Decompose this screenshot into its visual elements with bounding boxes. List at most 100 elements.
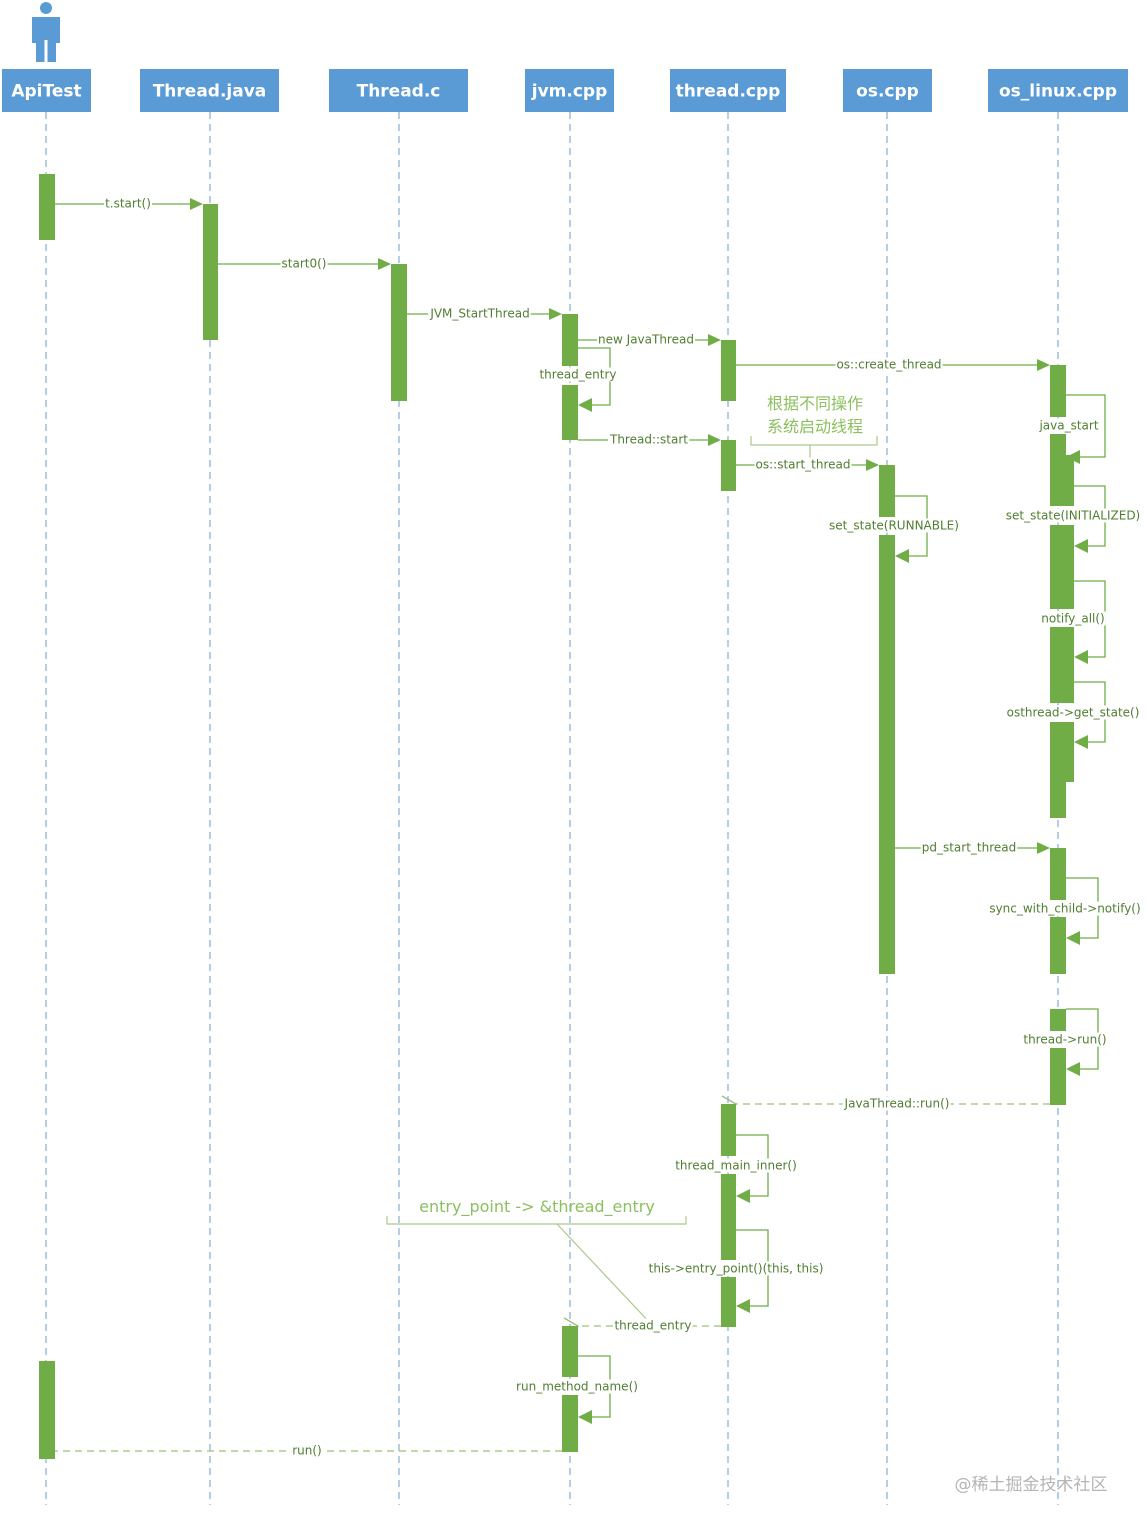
note-text: 根据不同操作 (767, 394, 863, 413)
label-background (674, 1158, 798, 1173)
label-background (754, 457, 852, 472)
message-label: thread_entry (614, 1319, 691, 1333)
activation-bar (39, 1361, 55, 1459)
arrow-head-icon (549, 308, 562, 320)
activation-bar (879, 465, 895, 517)
note-bracket (386, 1216, 687, 1225)
participant-label: thread.cpp (676, 82, 781, 102)
self-call-label: this->entry_point()(this, this) (649, 1262, 824, 1276)
arrow-head-icon (1074, 735, 1088, 749)
participant-box (670, 69, 786, 112)
arrow-head-icon (578, 398, 592, 412)
message-label: os::create_thread (836, 358, 941, 372)
label-background (1005, 705, 1141, 720)
label-background (1022, 1032, 1108, 1047)
label-background (597, 332, 695, 347)
participant-label: jvm.cpp (531, 82, 608, 102)
message-label: Thread::start (609, 433, 688, 447)
arrow-head-icon (1037, 842, 1050, 854)
participant-thread_c: Thread.c (329, 69, 468, 112)
activation-bar (562, 1326, 578, 1377)
participant-label: os.cpp (856, 82, 919, 102)
arrow-head-icon (578, 1410, 592, 1424)
activation-bar (721, 1277, 736, 1327)
activation-bar (391, 264, 407, 401)
participant-box (2, 69, 91, 112)
messages (40, 198, 1050, 1460)
activation-bar (1050, 365, 1066, 417)
activation-bar (203, 204, 218, 340)
participant-label: Thread.c (357, 82, 441, 102)
lifelines (45, 112, 1059, 1505)
message-label: run() (292, 1444, 322, 1458)
participant-label: Thread.java (153, 82, 267, 102)
activation-bar (1050, 848, 1066, 900)
note-text: 系统启动线程 (767, 417, 863, 436)
note-connector (556, 1223, 653, 1326)
label-background (104, 196, 152, 211)
self-call-label: thread_main_inner() (675, 1159, 797, 1173)
activation-bar (1050, 917, 1066, 974)
self-call-label: osthread->get_state() (1007, 706, 1140, 720)
label-background (647, 1261, 825, 1276)
actor-person-icon (32, 2, 60, 62)
self-call-label: set_state(RUNNABLE) (829, 519, 959, 533)
participant-box (329, 69, 468, 112)
activation-bar (1050, 627, 1074, 703)
label-background (515, 1379, 639, 1394)
message-label: JVM_StartThread (429, 307, 529, 321)
activation-bar (1050, 525, 1074, 609)
arrow-head-icon (708, 334, 721, 346)
note-text: entry_point -> &thread_entry (419, 1197, 655, 1217)
self-call-label: thread_entry (539, 368, 616, 382)
arrow-head-icon (1066, 931, 1080, 945)
activation-bar (721, 1104, 736, 1156)
arrow-head-icon (736, 1299, 750, 1313)
participant-label: ApiTest (11, 82, 81, 102)
message-label: os::start_thread (756, 458, 851, 472)
message-label: t.start() (105, 197, 151, 211)
participant-os_cpp: os.cpp (843, 69, 932, 112)
participant-os_linux_cpp: os_linux.cpp (988, 69, 1128, 112)
activation-bar (1050, 782, 1066, 818)
activation-bar (721, 440, 736, 491)
participant-box (988, 69, 1128, 112)
label-background (613, 1318, 693, 1333)
activation-bar (562, 1395, 578, 1452)
label-background (1004, 508, 1142, 523)
arrow-head-icon (708, 434, 721, 446)
label-background (1037, 418, 1100, 433)
message-label: JavaThread::run() (844, 1097, 950, 1111)
message-label: start0() (282, 257, 327, 271)
label-background (280, 256, 328, 271)
participant-jvm_cpp: jvm.cpp (525, 69, 614, 112)
self-call-label: notify_all() (1041, 612, 1105, 626)
activation-bar (562, 314, 578, 366)
label-background (291, 1443, 323, 1458)
note-entry-point-note: entry_point -> &thread_entry (386, 1197, 687, 1326)
self-call-label: run_method_name() (516, 1380, 638, 1394)
label-background (920, 840, 1018, 855)
arrow-head-icon (378, 258, 391, 270)
arrow-head-icon (1074, 539, 1088, 553)
self-call-label: set_state(INITIALIZED) (1006, 509, 1141, 523)
participant-thread_java: Thread.java (140, 69, 279, 112)
activation-bar (1050, 1009, 1066, 1031)
arrow-head-icon (895, 549, 909, 563)
participant-box (525, 69, 614, 112)
label-background (608, 432, 690, 447)
label-background (1040, 611, 1106, 626)
label-background (842, 1096, 951, 1111)
arrow-head-icon (1066, 1062, 1080, 1076)
activations (39, 174, 1074, 1459)
activation-bar (562, 385, 578, 440)
activation-bar (1050, 722, 1074, 782)
label-background (988, 901, 1142, 916)
participant-box (140, 69, 279, 112)
activation-bar (721, 340, 736, 401)
message-label: pd_start_thread (922, 841, 1017, 855)
activation-bar (721, 1174, 736, 1260)
